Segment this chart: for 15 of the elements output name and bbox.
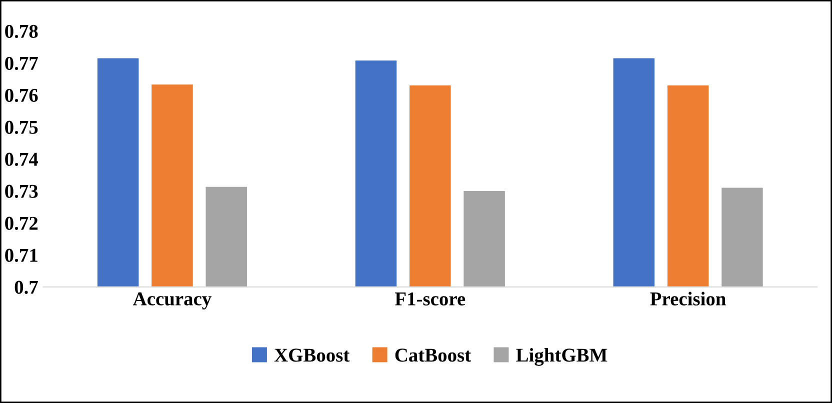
y-tick-label: 0.74	[5, 152, 38, 166]
x-tick-label: Precision	[650, 292, 726, 306]
x-tick-label: F1-score	[395, 292, 466, 306]
legend-label: XGBoost	[274, 348, 350, 362]
y-tick-label: 0.71	[5, 248, 38, 262]
y-tick-label: 0.73	[5, 184, 38, 198]
y-tick-label: 0.77	[5, 56, 38, 70]
y-tick-label: 0.7	[14, 280, 38, 294]
y-tick-label: 0.72	[5, 216, 38, 230]
y-tick-label: 0.75	[5, 120, 38, 134]
legend-label: LightGBM	[516, 348, 608, 366]
y-tick-label: 0.78	[5, 24, 38, 38]
legend-label: CatBoost	[395, 348, 471, 362]
x-tick-label: Accuracy	[133, 292, 212, 310]
y-tick-label: 0.76	[5, 88, 38, 102]
